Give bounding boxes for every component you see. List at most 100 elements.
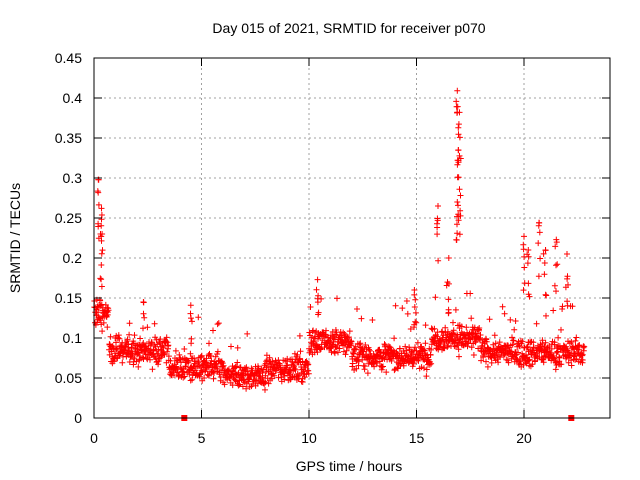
data-point: [98, 222, 105, 229]
data-point: [553, 262, 559, 269]
data-point: [336, 345, 343, 352]
data-point: [455, 147, 462, 153]
data-point: [354, 306, 360, 312]
data-point: [206, 372, 212, 379]
data-point: [396, 345, 403, 352]
data-point: [456, 134, 463, 141]
x-tick-label: 15: [409, 430, 425, 446]
data-point: [542, 291, 549, 298]
data-point: [164, 348, 171, 355]
data-point: [525, 280, 532, 287]
data-point: [542, 247, 549, 254]
data-point: [555, 334, 562, 341]
data-point: [497, 354, 504, 361]
data-point: [558, 326, 564, 333]
data-point: [431, 325, 438, 332]
data-point: [491, 332, 498, 339]
data-point: [454, 161, 461, 168]
data-point: [540, 250, 547, 257]
data-point: [228, 343, 234, 350]
data-point: [236, 381, 243, 388]
data-point: [98, 276, 105, 283]
data-point: [161, 351, 168, 358]
data-point: [253, 377, 260, 383]
data-point: [346, 328, 353, 335]
data-point: [181, 346, 188, 352]
data-point: [390, 347, 397, 354]
data-point: [536, 229, 543, 236]
data-point: [215, 320, 222, 327]
data-point: [343, 333, 350, 340]
data-point: [144, 324, 151, 331]
data-point: [412, 309, 419, 316]
data-point: [140, 340, 147, 346]
data-point: [305, 370, 312, 377]
data-point: [137, 353, 143, 359]
data-point: [181, 369, 187, 376]
data-point: [444, 279, 451, 286]
data-point: [165, 353, 172, 360]
data-point: [244, 330, 251, 337]
data-points: [91, 87, 588, 421]
data-point: [464, 340, 471, 347]
data-point: [306, 329, 313, 336]
data-point: [95, 220, 102, 227]
data-point: [412, 344, 418, 351]
data-point: [140, 299, 147, 306]
data-point: [553, 288, 559, 295]
data-point: [439, 328, 446, 335]
data-point: [155, 358, 162, 365]
y-tick-label: 0.2: [63, 250, 83, 266]
data-point: [137, 335, 144, 342]
data-point: [214, 321, 221, 328]
data-point: [98, 250, 105, 257]
data-point: [412, 296, 419, 303]
data-point: [569, 303, 576, 310]
data-point: [455, 217, 462, 224]
data-point: [411, 291, 418, 298]
data-point: [140, 325, 146, 332]
data-point: [167, 357, 174, 364]
data-point: [113, 339, 119, 346]
data-point: [355, 358, 362, 365]
data-point: [296, 332, 303, 339]
data-point: [457, 192, 464, 199]
data-point: [455, 131, 462, 138]
data-point: [314, 299, 321, 306]
data-point: [323, 327, 329, 334]
x-tick-label: 0: [90, 430, 98, 446]
data-point: [483, 358, 489, 365]
data-point: [98, 205, 105, 212]
data-point: [434, 220, 440, 227]
data-point: [195, 314, 202, 321]
data-point: [212, 353, 219, 360]
data-point: [455, 202, 461, 209]
data-point: [508, 348, 515, 355]
data-point: [113, 346, 120, 353]
x-tick-label: 5: [198, 430, 206, 446]
data-point: [119, 359, 126, 366]
data-point: [177, 364, 184, 371]
y-tick-label: 0.45: [55, 50, 82, 66]
data-point: [140, 354, 146, 361]
data-point: [456, 231, 463, 238]
data-point: [163, 334, 170, 341]
data-point: [107, 333, 114, 340]
data-point: [147, 356, 153, 363]
data-point: [455, 346, 462, 353]
chart-title: Day 015 of 2021, SRMTID for receiver p07…: [212, 20, 485, 36]
data-point: [421, 365, 427, 372]
data-point: [579, 351, 586, 358]
data-point: [94, 319, 101, 326]
data-point: [450, 327, 457, 334]
data-point: [104, 324, 111, 331]
data-point: [105, 307, 112, 314]
data-point: [97, 275, 104, 282]
data-point: [229, 382, 236, 389]
data-point: [563, 343, 570, 350]
data-point: [206, 340, 212, 347]
data-point: [541, 352, 548, 359]
data-point: [189, 318, 195, 325]
y-tick-label: 0.05: [55, 370, 82, 386]
data-point: [455, 174, 462, 181]
